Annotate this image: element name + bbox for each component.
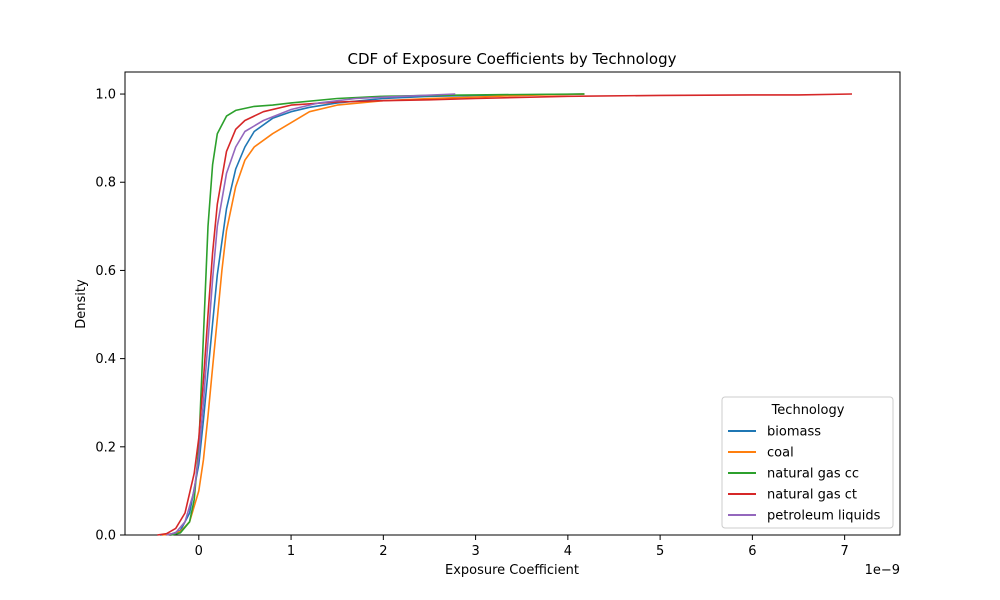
y-tick-label: 0.0 bbox=[95, 529, 116, 544]
chart-title: CDF of Exposure Coefficients by Technolo… bbox=[347, 50, 676, 68]
legend-items: biomass coal natural gas cc natural gas ct p… bbox=[728, 425, 881, 524]
legend-label: petroleum liquids bbox=[767, 509, 881, 524]
legend-box bbox=[721, 396, 894, 529]
y-axis: 0.0 0.2 0.4 0.6 0.8 1.0 bbox=[95, 88, 125, 544]
x-tick-label: 6 bbox=[748, 544, 756, 559]
x-tick-label: 4 bbox=[564, 544, 572, 559]
plot-area-frame bbox=[124, 71, 901, 536]
series-line-petroleum-liquids bbox=[166, 93, 456, 536]
y-tick-label: 0.4 bbox=[95, 352, 116, 367]
x-tick-label: 5 bbox=[656, 544, 664, 559]
x-axis: 0 1 2 3 4 5 6 7 bbox=[195, 535, 849, 559]
series-line-biomass bbox=[160, 93, 585, 536]
y-axis-title: Density bbox=[74, 279, 89, 329]
legend-label: coal bbox=[767, 446, 794, 461]
legend-label: natural gas ct bbox=[767, 488, 857, 503]
x-tick-label: 1 bbox=[287, 544, 295, 559]
y-tick-label: 0.8 bbox=[95, 176, 116, 191]
x-tick-label: 3 bbox=[471, 544, 479, 559]
series-line-natural-gas-ct bbox=[157, 93, 853, 536]
x-axis-title: Exposure Coefficient bbox=[445, 563, 579, 578]
x-tick-label: 0 bbox=[195, 544, 203, 559]
x-tick-label: 2 bbox=[379, 544, 387, 559]
legend-label: natural gas cc bbox=[767, 467, 859, 482]
y-tick-label: 0.6 bbox=[95, 264, 116, 279]
y-tick-label: 0.2 bbox=[95, 440, 116, 455]
series-layer bbox=[157, 93, 853, 536]
legend: Technology biomass coal natural gas cc natu… bbox=[721, 396, 894, 529]
series-line-natural-gas-cc bbox=[170, 93, 585, 536]
x-axis-offset-label: 1e−9 bbox=[865, 563, 900, 578]
y-tick-label: 1.0 bbox=[95, 88, 116, 103]
legend-label: biomass bbox=[767, 425, 821, 440]
x-tick-label: 7 bbox=[841, 544, 849, 559]
legend-title: Technology bbox=[771, 403, 845, 418]
